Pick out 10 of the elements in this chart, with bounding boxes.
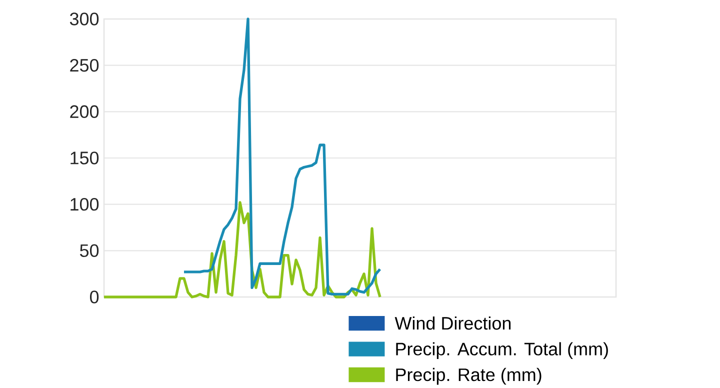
y-tick-label: 150 xyxy=(70,151,99,164)
legend-label: Precip. Accum. Total (mm) xyxy=(396,342,608,359)
y-tick-label: 0 xyxy=(90,290,99,304)
legend-label: Precip. Rate (mm) xyxy=(396,368,542,385)
y-tick-label: 250 xyxy=(70,58,99,72)
y-tick-label: 50 xyxy=(80,244,99,257)
y-tick-label: 200 xyxy=(70,105,99,118)
y-tick-label: 100 xyxy=(70,198,99,211)
legend-label: Wind Direction xyxy=(394,316,511,330)
y-tick-label: 300 xyxy=(70,12,99,26)
